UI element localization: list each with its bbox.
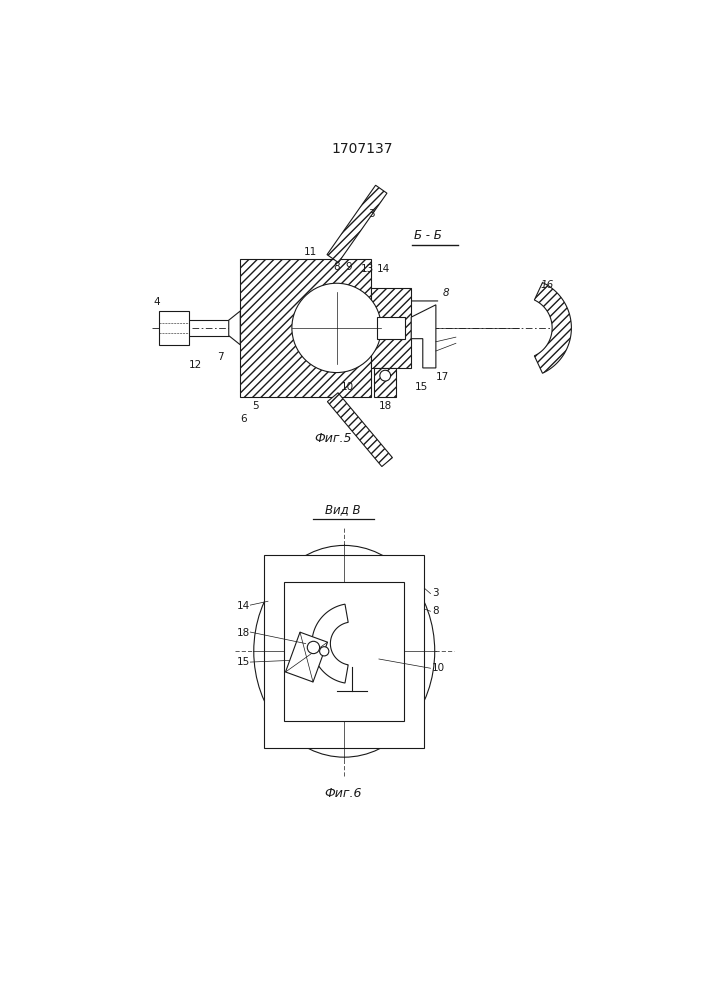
Polygon shape	[327, 185, 387, 263]
Text: 16: 16	[541, 280, 554, 290]
Text: 15: 15	[238, 657, 250, 667]
Text: 1707137: 1707137	[332, 142, 393, 156]
Polygon shape	[534, 283, 571, 373]
Text: 14: 14	[377, 264, 390, 274]
Polygon shape	[240, 259, 371, 397]
Text: 18: 18	[379, 401, 392, 411]
Text: 8: 8	[432, 606, 438, 616]
Text: 8: 8	[443, 288, 450, 298]
Text: Б - Б: Б - Б	[414, 229, 441, 242]
Text: 12: 12	[189, 360, 202, 370]
Polygon shape	[286, 632, 327, 682]
Ellipse shape	[254, 545, 435, 757]
Circle shape	[292, 283, 381, 373]
Text: 15: 15	[415, 381, 428, 391]
Text: Фиг.6: Фиг.6	[324, 787, 361, 800]
Text: 7: 7	[217, 352, 224, 362]
Text: Вид В: Вид В	[325, 503, 361, 516]
Text: 5: 5	[252, 401, 259, 411]
Text: 6: 6	[240, 414, 247, 424]
Text: Фиг.5: Фиг.5	[314, 432, 351, 445]
Polygon shape	[411, 305, 436, 368]
Text: 13: 13	[361, 264, 375, 274]
Circle shape	[380, 370, 390, 381]
Text: 10: 10	[432, 663, 445, 673]
Text: 11: 11	[303, 247, 317, 257]
Polygon shape	[373, 368, 395, 397]
Text: 17: 17	[436, 372, 449, 382]
Text: 3: 3	[368, 209, 375, 219]
Polygon shape	[371, 288, 411, 368]
Polygon shape	[378, 317, 405, 339]
Polygon shape	[327, 393, 392, 467]
Polygon shape	[312, 604, 349, 683]
Polygon shape	[229, 311, 240, 345]
Text: 3: 3	[432, 588, 438, 598]
Polygon shape	[284, 582, 404, 721]
Text: 8: 8	[334, 262, 340, 272]
Polygon shape	[264, 555, 424, 748]
Text: 14: 14	[238, 601, 250, 611]
Text: 10: 10	[340, 381, 354, 391]
Text: 9: 9	[346, 262, 352, 272]
Text: 18: 18	[238, 628, 250, 638]
Circle shape	[308, 641, 320, 654]
Polygon shape	[160, 311, 189, 345]
Circle shape	[320, 647, 329, 656]
Text: 4: 4	[153, 297, 160, 307]
